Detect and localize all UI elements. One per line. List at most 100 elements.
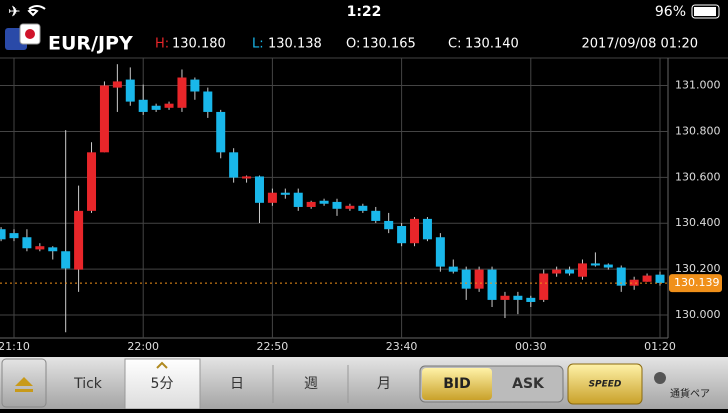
coin-icon: [654, 372, 666, 384]
candle-body: [461, 269, 471, 289]
high-label: H:: [155, 37, 169, 52]
candle-body: [151, 105, 161, 110]
jpy-sun: [25, 29, 35, 39]
wifi-icon: [27, 5, 46, 17]
pair-button[interactable]: 通貨ペア: [670, 387, 710, 400]
candle-body: [190, 79, 200, 92]
candle-body: [616, 267, 626, 286]
close: 130.140: [465, 37, 519, 52]
x-tick-label: 00:30: [515, 340, 547, 353]
candle-body: [422, 218, 432, 240]
low-label: L:: [252, 37, 264, 52]
candle-body: [500, 295, 510, 300]
candle-body: [9, 233, 19, 239]
candle-body: [177, 77, 187, 108]
candle-body: [590, 263, 600, 266]
caret: [156, 361, 168, 369]
candle-body: [319, 200, 329, 204]
candle-body: [242, 176, 252, 179]
close-label: C:: [448, 37, 461, 52]
candle-body: [138, 99, 148, 112]
candle-body: [603, 264, 613, 268]
x-tick-label: 22:50: [257, 340, 289, 353]
candle-body: [306, 201, 316, 207]
bid-label[interactable]: BID: [443, 376, 471, 392]
candle-body: [22, 237, 32, 249]
ask-label[interactable]: ASK: [512, 376, 545, 392]
candle-body: [642, 275, 652, 282]
candle-body: [332, 201, 342, 209]
tab-day[interactable]: 日: [230, 376, 244, 392]
candle-body: [358, 205, 368, 211]
candle-body: [0, 229, 6, 240]
candle-body: [112, 81, 122, 88]
candle-body: [397, 226, 407, 244]
candle-body: [371, 210, 381, 221]
plot: [0, 58, 668, 338]
open-label: O:: [346, 37, 360, 52]
candle-body: [487, 269, 497, 300]
candle-body: [435, 237, 445, 267]
candle-body: [164, 103, 174, 108]
speed-button[interactable]: [567, 363, 643, 405]
battery-percent: 96%: [655, 4, 686, 20]
candle-body: [565, 269, 575, 274]
bid-button[interactable]: [422, 368, 492, 400]
open: 130.165: [362, 37, 416, 52]
candle-body: [539, 273, 549, 300]
candle-body: [513, 295, 523, 300]
candle-body: [87, 152, 97, 211]
candle-body: [474, 269, 484, 289]
tab-month[interactable]: 月: [377, 376, 391, 392]
y-tick-label: 130.400: [675, 216, 721, 229]
candle-body: [410, 218, 420, 244]
candle-body: [61, 251, 71, 269]
candle-body: [254, 176, 264, 203]
battery-icon: [691, 4, 720, 19]
candle-body: [655, 274, 665, 283]
speed-label[interactable]: SPEED: [589, 380, 622, 390]
last-price-badge: [669, 274, 722, 293]
eject-icon: [15, 377, 33, 392]
x-tick-label: 21:10: [0, 340, 30, 353]
tab-week[interactable]: 週: [304, 376, 318, 392]
y-tick-label: 130.200: [675, 262, 721, 275]
x-tick-label: 23:40: [386, 340, 418, 353]
y-tick-label: 130.000: [675, 308, 721, 321]
candle-body: [345, 205, 355, 209]
candle-body: [125, 79, 135, 102]
candle-body: [526, 297, 536, 302]
datetime: 2017/09/08 01:20: [581, 37, 698, 52]
candle-body: [629, 279, 639, 286]
x-tick-label: 22:00: [127, 340, 159, 353]
candle-body: [267, 192, 277, 203]
airplane-icon: ✈: [8, 3, 21, 21]
tab-5min[interactable]: 5分: [151, 376, 174, 392]
candle-body: [280, 192, 290, 195]
low: 130.138: [268, 37, 322, 52]
candle-body: [203, 91, 213, 112]
candle-body: [74, 210, 84, 270]
candle-body: [293, 192, 303, 207]
candle-body: [577, 263, 587, 277]
last-price-label: 130.139: [674, 276, 720, 289]
pair: EUR/JPY: [48, 33, 133, 55]
high: 130.180: [172, 37, 226, 52]
y-tick-label: 131.000: [675, 79, 721, 92]
candle-body: [99, 85, 109, 153]
candle-body: [229, 152, 239, 178]
candle-body: [384, 220, 394, 230]
battery-level: [694, 7, 716, 16]
candle-body: [448, 266, 458, 272]
candle-body: [35, 246, 45, 250]
y-tick-label: 130.600: [675, 170, 721, 183]
x-tick-label: 01:20: [644, 340, 676, 353]
clock: 1:22: [347, 4, 382, 20]
tab-tick[interactable]: Tick: [73, 376, 103, 392]
candle-body: [48, 247, 58, 252]
candle-body: [216, 111, 226, 153]
y-tick-label: 130.800: [675, 124, 721, 137]
candle-body: [552, 269, 562, 274]
